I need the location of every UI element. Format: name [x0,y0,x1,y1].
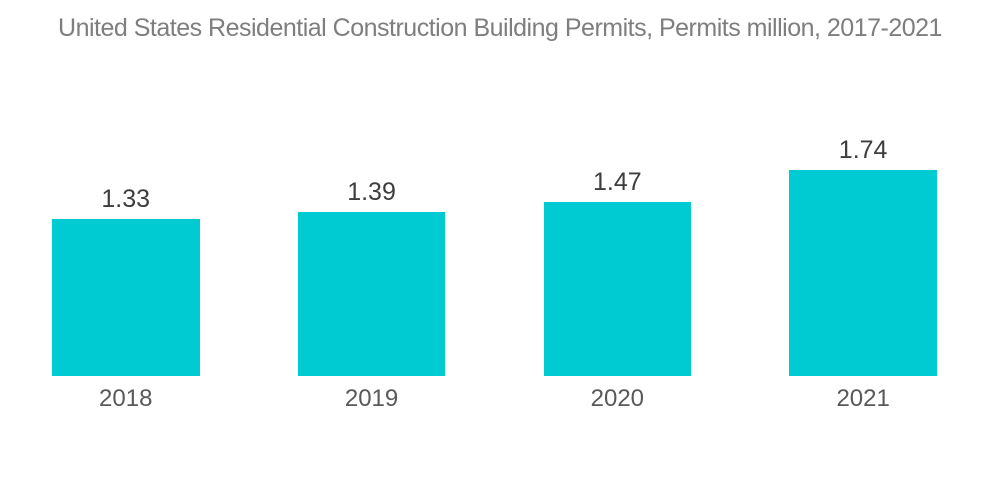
bar-value-label: 1.74 [838,136,888,165]
bar-year-label: 2020 [590,384,645,412]
bar-value-label: 1.33 [101,184,151,213]
bar-value-label: 1.39 [347,177,396,206]
bar-value-label: 1.47 [593,168,642,197]
bar-year-label: 2021 [836,384,890,412]
bar [543,202,692,377]
bar-year-label: 2018 [99,384,153,412]
bar [297,211,446,377]
chart-title: United States Residential Construction B… [58,14,942,42]
bar [789,170,937,377]
bar [52,218,200,377]
bar-year-label: 2019 [344,384,399,412]
